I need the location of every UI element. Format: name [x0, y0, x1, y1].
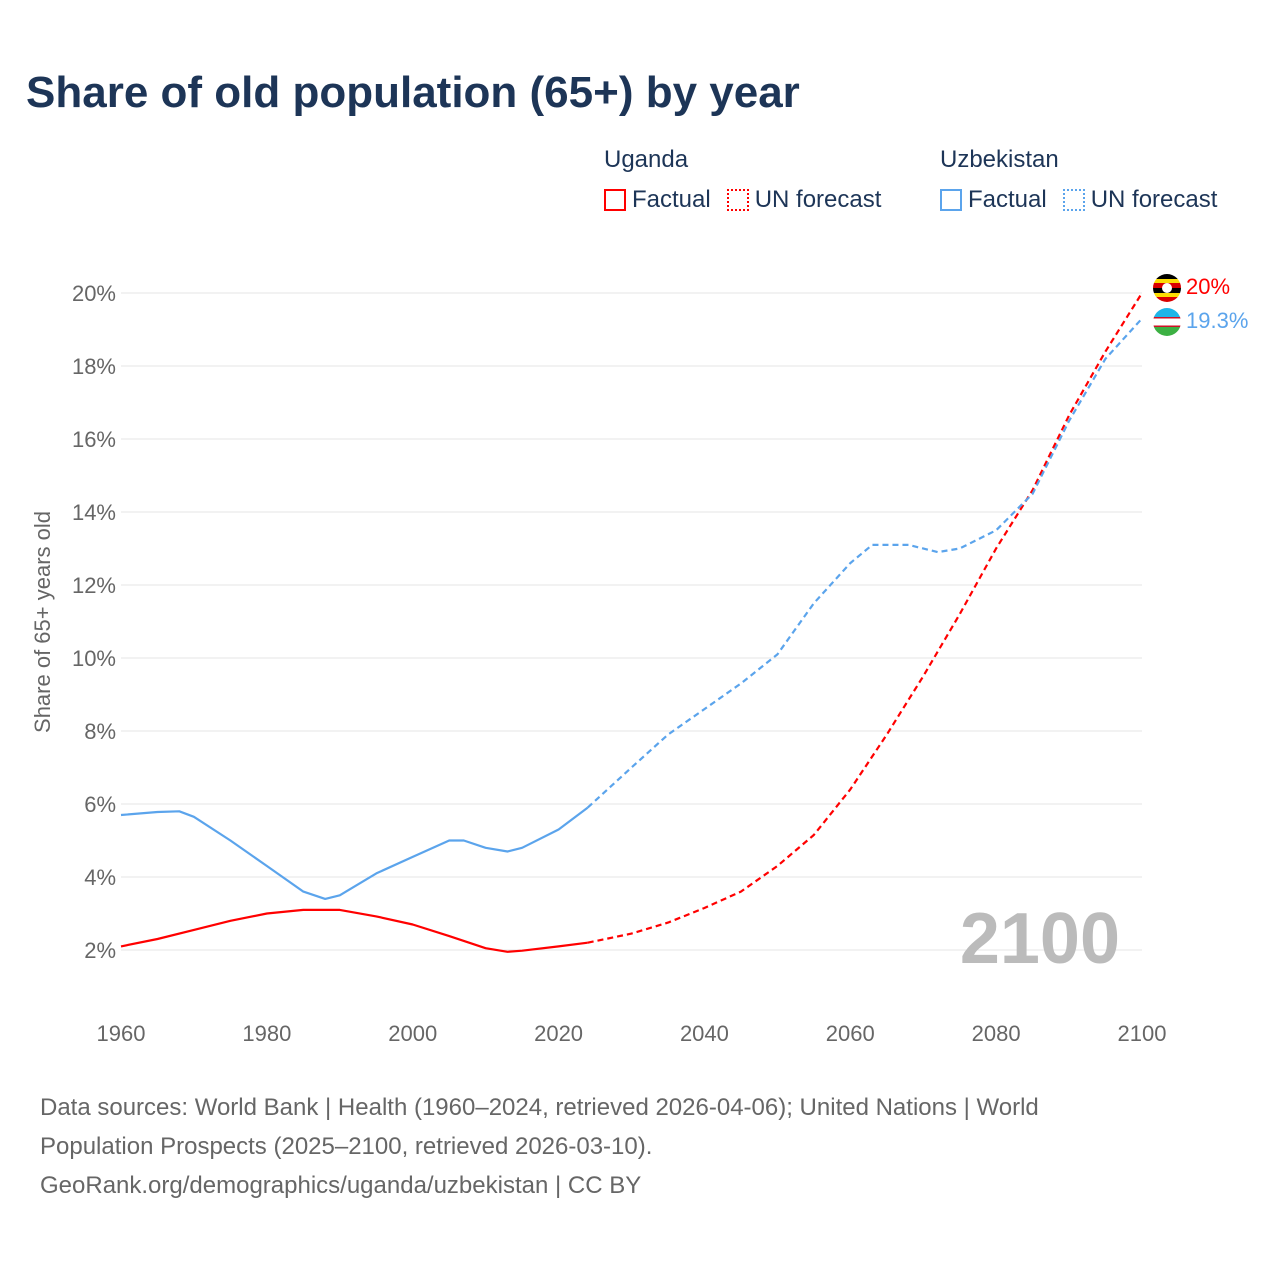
- swatch-dotted-icon: [726, 189, 749, 211]
- line-chart: 2% 4% 6% 8% 10% 12% 14% 16% 18% 20% 1960 1980 2000 2…: [30, 274, 1248, 1046]
- current-year-label: 2100: [960, 899, 1120, 979]
- legend-label: UN forecast: [754, 186, 882, 213]
- legend-uganda-factual[interactable]: Factual: [604, 186, 711, 214]
- legend-label: Factual: [632, 186, 711, 213]
- series-line-uzbekistan-un-forecast: [586, 317, 1143, 809]
- x-tick-label: 2000: [388, 1021, 437, 1046]
- y-tick-label: 4%: [84, 865, 116, 890]
- series-line-uganda-un-forecast: [587, 292, 1143, 944]
- x-tick-label: 1980: [242, 1021, 291, 1046]
- swatch-solid-icon: [940, 189, 962, 211]
- legend-label: UN forecast: [1090, 186, 1218, 213]
- y-tick-label: 20%: [72, 281, 116, 306]
- y-tick-label: 2%: [84, 938, 116, 963]
- swatch-dotted-icon: [1062, 189, 1085, 211]
- legend-uganda: Uganda Factual UN forecast: [604, 146, 881, 214]
- y-tick-label: 18%: [72, 354, 116, 379]
- x-tick-label: 2040: [680, 1021, 729, 1046]
- y-tick-label: 10%: [72, 646, 116, 671]
- legend-uzbekistan-forecast[interactable]: UN forecast: [1062, 186, 1218, 214]
- x-tick-label: 2060: [826, 1021, 875, 1046]
- y-tick-label: 6%: [84, 792, 116, 817]
- y-tick-label: 14%: [72, 500, 116, 525]
- legend-uzbekistan-factual[interactable]: Factual: [940, 186, 1047, 214]
- y-tick-label: 16%: [72, 427, 116, 452]
- series-line-uzbekistan-factual: [120, 806, 589, 900]
- chart-title: Share of old population (65+) by year: [26, 68, 800, 117]
- uganda-flag-icon: [1153, 274, 1181, 302]
- footer-link[interactable]: GeoRank.org/demographics/uganda/uzbekist…: [40, 1172, 642, 1199]
- x-tick-label: 2020: [534, 1021, 583, 1046]
- footer-source-1: Data sources: World Bank | Health (1960–…: [40, 1094, 1039, 1121]
- y-tick-label: 12%: [72, 573, 116, 598]
- legend-uzbekistan: Uzbekistan Factual UN forecast: [940, 146, 1217, 214]
- footer-source-2: Population Prospects (2025–2100, retriev…: [40, 1133, 653, 1160]
- x-tick-label: 2100: [1118, 1021, 1167, 1046]
- y-axis-label: Share of 65+ years old: [30, 511, 55, 733]
- x-tick-label: 1960: [97, 1021, 146, 1046]
- legend-country-uzbekistan: Uzbekistan: [940, 146, 1059, 173]
- uzbekistan-flag-icon: [1153, 308, 1181, 336]
- y-tick-label: 8%: [84, 719, 116, 744]
- x-tick-label: 2080: [972, 1021, 1021, 1046]
- end-label-uzbekistan: 19.3%: [1186, 308, 1248, 333]
- legend-uganda-forecast[interactable]: UN forecast: [726, 186, 882, 214]
- swatch-solid-icon: [604, 189, 626, 211]
- series-line-uganda-factual: [120, 908, 588, 953]
- end-label-uganda: 20%: [1186, 274, 1230, 299]
- legend-country-uganda: Uganda: [604, 146, 689, 173]
- legend-label: Factual: [968, 186, 1047, 213]
- footer: Data sources: World Bank | Health (1960–…: [40, 1088, 1240, 1205]
